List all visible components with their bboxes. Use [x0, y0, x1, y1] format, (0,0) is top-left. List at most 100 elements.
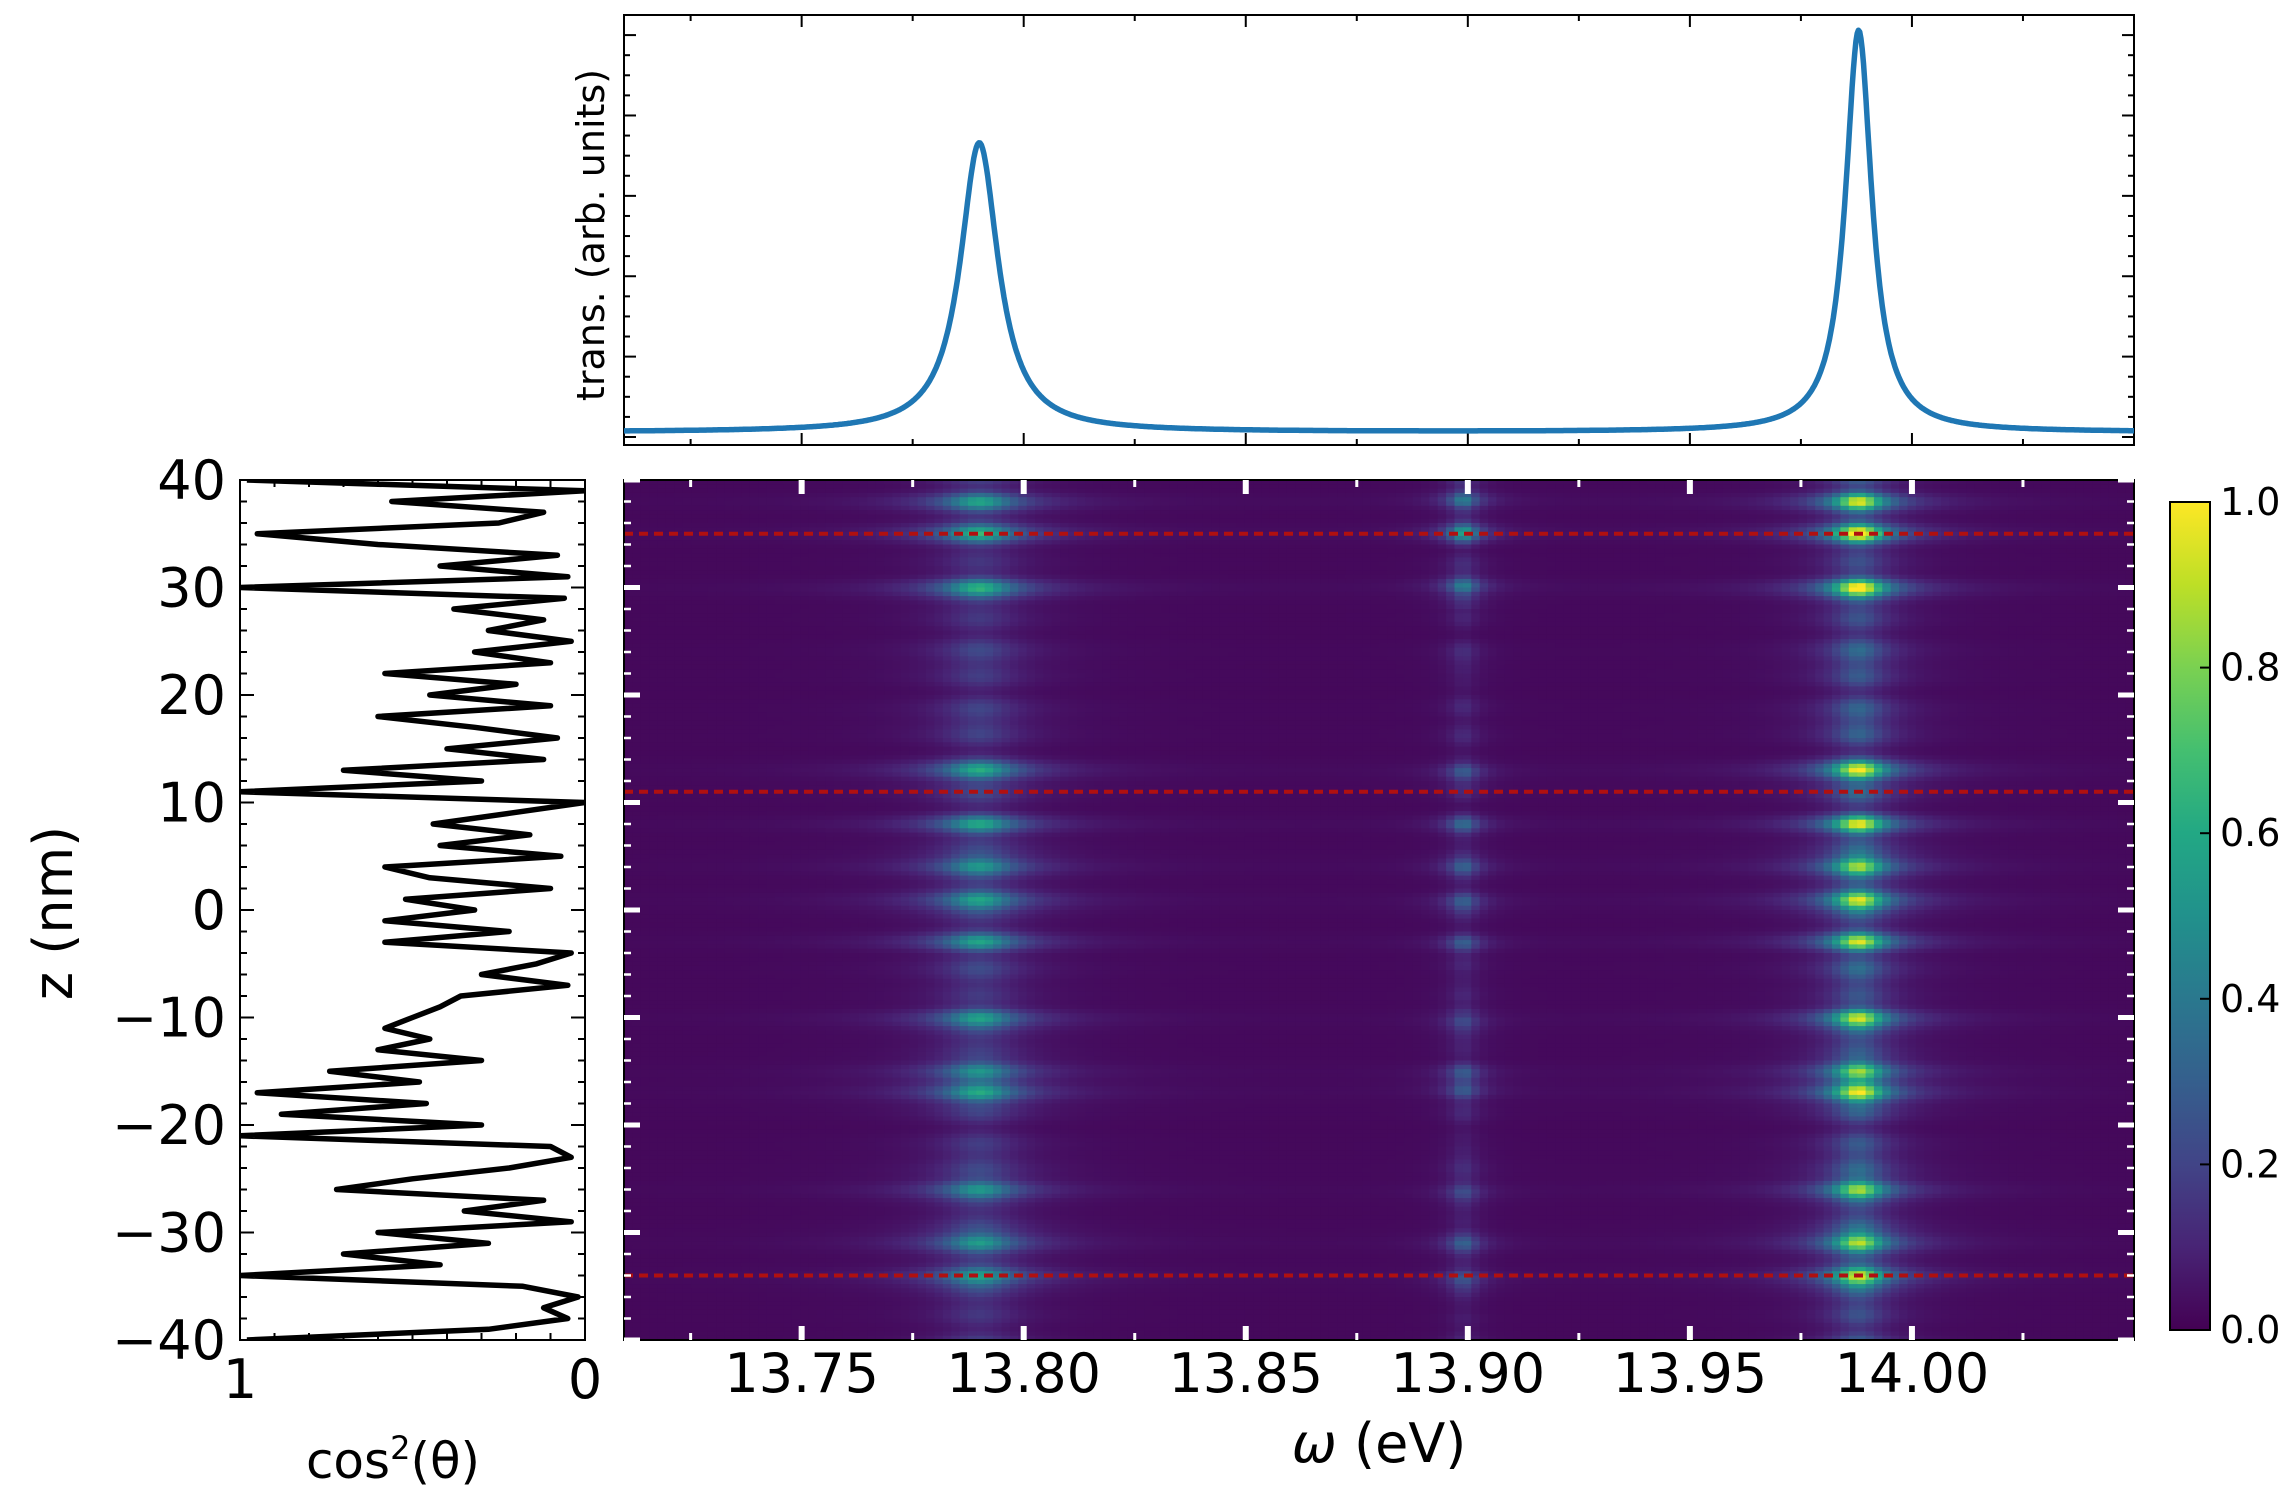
heatmap-cell [1379, 575, 1388, 580]
heatmap-cell [1211, 493, 1220, 498]
heatmap-cell [1647, 497, 1656, 502]
heatmap-cell [1446, 506, 1455, 511]
heatmap-cell [1782, 493, 1791, 498]
heatmap-cell [1790, 588, 1799, 593]
heatmap-cell [783, 562, 792, 567]
heatmap-cell [1077, 575, 1086, 580]
heatmap-cell [1186, 506, 1195, 511]
heatmap-cell [700, 549, 709, 554]
heatmap-cell [1446, 540, 1455, 545]
heatmap-cell [1043, 497, 1052, 502]
heatmap-cell [817, 484, 826, 489]
heatmap-cell [842, 570, 851, 575]
heatmap-cell [2025, 519, 2034, 524]
heatmap-cell [993, 579, 1002, 584]
heatmap-cell [1320, 553, 1329, 558]
heatmap-cell [1564, 570, 1573, 575]
heatmap-cell [993, 553, 1002, 558]
heatmap-cell [1664, 506, 1673, 511]
heatmap-cell [1371, 566, 1380, 571]
heatmap-cell [683, 570, 692, 575]
heatmap-cell [1715, 519, 1724, 524]
heatmap-cell [1413, 484, 1422, 489]
heatmap-cell [1538, 562, 1547, 567]
heatmap-cell [1924, 549, 1933, 554]
heatmap-cell [1656, 575, 1665, 580]
heatmap-cell [2050, 484, 2059, 489]
heatmap-cell [716, 540, 725, 545]
heatmap-cell [1538, 502, 1547, 507]
heatmap-cell [792, 562, 801, 567]
heatmap-cell [1664, 519, 1673, 524]
heatmap-cell [1169, 540, 1178, 545]
heatmap-cell [1647, 545, 1656, 550]
heatmap-cell [1522, 562, 1531, 567]
heatmap-cell [892, 484, 901, 489]
heatmap-cell [1387, 540, 1396, 545]
heatmap-cell [800, 588, 809, 593]
heatmap-cell [783, 506, 792, 511]
heatmap-cell [2067, 588, 2076, 593]
heatmap-cell [1891, 514, 1900, 519]
heatmap-cell [1580, 545, 1589, 550]
heatmap-cell [1807, 502, 1816, 507]
heatmap-cell [851, 583, 860, 588]
heatmap-cell [943, 588, 952, 593]
heatmap-cell [624, 536, 633, 541]
heatmap-cell [792, 527, 801, 532]
heatmap-cell [1480, 489, 1489, 494]
heatmap-cell [783, 545, 792, 550]
heatmap-cell [1413, 562, 1422, 567]
heatmap-cell [876, 540, 885, 545]
heatmap-cell [901, 579, 910, 584]
heatmap-cell [809, 489, 818, 494]
heatmap-cell [1203, 536, 1212, 541]
heatmap-cell [800, 523, 809, 528]
heatmap-cell [683, 510, 692, 515]
heatmap-cell [1010, 519, 1019, 524]
heatmap-cell [1513, 489, 1522, 494]
heatmap-cell [716, 493, 725, 498]
heatmap-cell [1052, 497, 1061, 502]
heatmap-cell [809, 493, 818, 498]
heatmap-cell [993, 545, 1002, 550]
heatmap-cell [2008, 588, 2017, 593]
heatmap-cell [1287, 545, 1296, 550]
heatmap-cell [1580, 506, 1589, 511]
heatmap-cell [1220, 519, 1229, 524]
heatmap-cell [1144, 562, 1153, 567]
heatmap-cell [1287, 519, 1296, 524]
heatmap-cell [1983, 506, 1992, 511]
heatmap-cell [2075, 510, 2084, 515]
heatmap-cell [1077, 523, 1086, 528]
heatmap-cell [1975, 579, 1984, 584]
heatmap-cell [1085, 497, 1094, 502]
heatmap-cell [1941, 484, 1950, 489]
heatmap-cell [1471, 566, 1480, 571]
heatmap-cell [1337, 489, 1346, 494]
heatmap-cell [1480, 592, 1489, 597]
heatmap-cell [1614, 527, 1623, 532]
heatmap-cell [825, 583, 834, 588]
heatmap-cell [1262, 502, 1271, 507]
heatmap-cell [1253, 562, 1262, 567]
heatmap-cell [1857, 484, 1866, 489]
heatmap-cell [1236, 583, 1245, 588]
heatmap-cell [842, 540, 851, 545]
heatmap-cell [683, 545, 692, 550]
heatmap-cell [842, 497, 851, 502]
heatmap-cell [750, 545, 759, 550]
heatmap-cell [1991, 484, 2000, 489]
heatmap-cell [2067, 583, 2076, 588]
heatmap-cell [934, 540, 943, 545]
heatmap-cell [641, 562, 650, 567]
heatmap-cell [1639, 570, 1648, 575]
heatmap-cell [2000, 506, 2009, 511]
heatmap-cell [1505, 545, 1514, 550]
heatmap-cell [1991, 553, 2000, 558]
heatmap-cell [2084, 540, 2093, 545]
heatmap-cell [909, 497, 918, 502]
heatmap-cell [1656, 562, 1665, 567]
heatmap-cell [1505, 484, 1514, 489]
heatmap-cell [976, 510, 985, 515]
